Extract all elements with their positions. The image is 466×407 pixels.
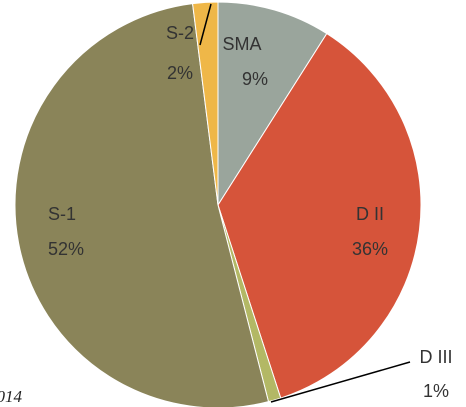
note: 2014 (0, 387, 23, 406)
slice-value-label: 2% (167, 63, 193, 83)
slice-label: S-1 (48, 204, 76, 224)
slice-value-label: 52% (48, 239, 84, 259)
slice-value-label: 9% (242, 69, 268, 89)
slice-value-label: 1% (423, 381, 449, 401)
pie-slice (217, 1, 328, 207)
slice-label: SMA (222, 34, 261, 54)
pie-slice (217, 32, 422, 399)
slice-label: D II (356, 204, 384, 224)
slice-value-label: 36% (352, 239, 388, 259)
leader-line (270, 361, 411, 403)
leader-line (199, 3, 212, 46)
slice-label: D III (419, 347, 452, 367)
slice-label: S-2 (166, 23, 194, 43)
pie-slice (191, 1, 219, 206)
